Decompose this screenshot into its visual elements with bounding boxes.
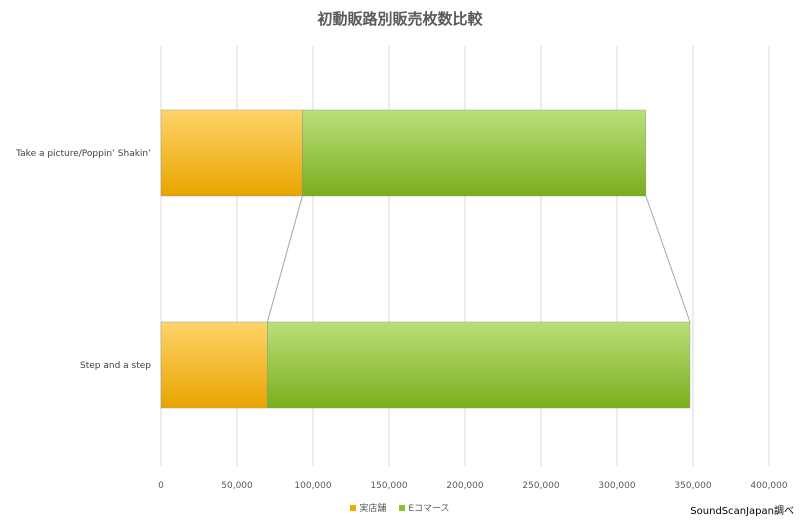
x-tick-label: 100,000 xyxy=(294,481,331,491)
x-tick-label: 200,000 xyxy=(446,481,483,491)
chart-title: 初動販路別販売枚数比較 xyxy=(317,10,483,28)
category-label: Take a picture/Poppin’ Shakin’ xyxy=(15,149,151,159)
legend-item-physical-store: 実店舗 xyxy=(350,501,386,514)
legend-swatch-physical-store xyxy=(350,505,357,511)
legend: 実店舗 Eコマース xyxy=(0,501,800,514)
x-tick-label: 150,000 xyxy=(370,481,407,491)
x-tick-label: 50,000 xyxy=(221,481,253,491)
x-tick-label: 300,000 xyxy=(598,481,635,491)
legend-label-physical-store: 実店舗 xyxy=(359,504,387,514)
x-tick-label: 400,000 xyxy=(750,481,787,491)
x-tick-label: 350,000 xyxy=(674,481,711,491)
x-tick-label: 250,000 xyxy=(522,481,559,491)
category-label: Step and a step xyxy=(80,361,151,371)
bar-segment xyxy=(160,321,268,409)
legend-swatch-ecommerce xyxy=(399,505,406,511)
x-tick-label: 0 xyxy=(158,481,164,491)
source-note: SoundScanJapan調べ xyxy=(690,506,794,517)
bar-segment xyxy=(160,109,303,197)
legend-item-ecommerce: Eコマース xyxy=(399,501,450,514)
series-line xyxy=(645,195,691,323)
bar-segment xyxy=(302,109,647,197)
series-line xyxy=(266,195,303,323)
legend-label-ecommerce: Eコマース xyxy=(408,504,450,514)
bar-segment xyxy=(267,321,691,409)
